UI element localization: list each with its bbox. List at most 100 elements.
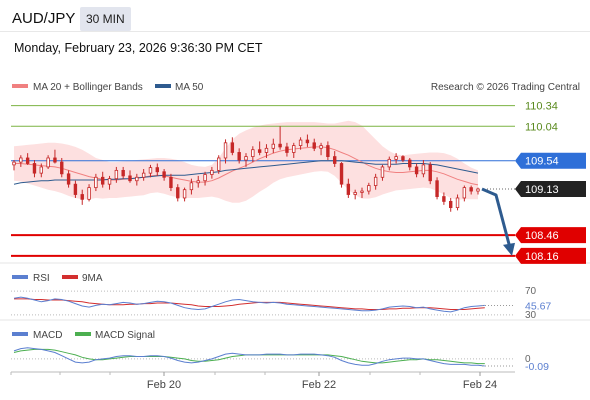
candle	[12, 160, 16, 171]
candle-body	[210, 169, 214, 175]
candle	[408, 157, 412, 171]
candle	[169, 173, 173, 192]
candle	[326, 141, 330, 161]
x-tick-label: Feb 24	[463, 379, 497, 391]
price-panel: 110.34 110.04 109.54 108.46 108.16 109.13	[11, 101, 586, 264]
candle-body	[25, 157, 30, 164]
candle	[210, 166, 214, 179]
candle-body	[19, 157, 23, 163]
candle	[39, 163, 43, 178]
candle-body	[53, 157, 57, 163]
candle-body	[428, 164, 432, 182]
legend-ma20-label: MA 20 + Bollinger Bands	[33, 82, 143, 93]
candle-body	[114, 169, 119, 180]
candle-body	[455, 197, 460, 209]
macd-value-label: -0.09	[525, 361, 549, 373]
legend-macd-signal-label: MACD Signal	[95, 330, 155, 341]
candle-body	[305, 139, 310, 144]
candle	[353, 189, 357, 200]
candle-body	[189, 182, 194, 191]
candle-body	[319, 145, 323, 149]
legend-ma50-swatch	[155, 84, 171, 88]
candle	[176, 184, 180, 202]
candle-body	[217, 157, 221, 171]
candle-body	[121, 169, 125, 177]
legend-ma20-swatch	[12, 84, 28, 88]
candle-body	[223, 142, 228, 159]
candle	[73, 180, 78, 198]
x-tick-label: Feb 20	[147, 379, 181, 391]
candle	[244, 153, 248, 167]
candle-body	[244, 156, 248, 161]
candle-body	[162, 171, 166, 178]
candle-body	[182, 189, 187, 199]
candle-body	[39, 166, 43, 174]
copyright-label: Research © 2026 Trading Central	[431, 82, 580, 93]
candle	[401, 155, 405, 163]
candle	[421, 160, 426, 178]
candle-body	[353, 192, 357, 195]
candle-body	[73, 183, 78, 195]
candle	[449, 197, 453, 212]
candle	[264, 144, 269, 158]
candle	[121, 166, 125, 179]
resistance-label-1: 110.34	[525, 101, 558, 113]
candle-body	[66, 173, 71, 185]
rsi-value-label: 45.67	[525, 301, 551, 313]
candle-body	[12, 161, 16, 166]
support-label-2: 108.16	[525, 251, 559, 263]
candle	[87, 184, 91, 202]
candle	[251, 146, 255, 163]
legend-rsi-label: RSI	[33, 273, 50, 284]
candle	[469, 185, 473, 195]
candle-body	[176, 187, 180, 199]
candle	[257, 141, 262, 156]
candle-body	[107, 178, 112, 185]
candle	[271, 138, 275, 154]
candle	[442, 192, 446, 205]
candle	[46, 155, 50, 170]
macd-line	[13, 347, 485, 367]
candle	[189, 178, 194, 195]
candle	[94, 173, 98, 192]
last-price-tag	[515, 180, 586, 197]
legend-macd-signal-swatch	[75, 332, 91, 336]
candle-body	[449, 201, 453, 209]
rsi-line	[13, 296, 485, 313]
candle	[346, 178, 351, 198]
candle	[128, 170, 132, 183]
candle	[135, 173, 139, 186]
candle-body	[360, 190, 364, 193]
candle	[223, 139, 228, 164]
candle-body	[421, 164, 426, 175]
candle-body	[257, 149, 262, 153]
candle	[333, 151, 337, 167]
support-tag-1	[515, 227, 586, 244]
candle	[428, 162, 432, 185]
candle	[101, 171, 105, 188]
symbol-title: AUD/JPY	[12, 10, 76, 27]
candle	[387, 156, 391, 171]
candle	[182, 187, 187, 202]
rsi-level-label-30: 30	[525, 310, 537, 321]
x-axis: Feb 20 Feb 22 Feb 24	[10, 372, 497, 391]
candle-body	[87, 187, 91, 200]
resistance-label-2: 110.04	[525, 121, 558, 133]
candle	[339, 162, 344, 188]
candle-body	[380, 166, 385, 178]
candle-body	[237, 152, 241, 161]
macd-signal-line	[13, 348, 485, 365]
candle-body	[169, 176, 173, 189]
candle	[19, 155, 23, 167]
pivot-label: 109.54	[525, 156, 559, 168]
candle	[230, 137, 235, 156]
rsi-ma-line	[14, 298, 485, 310]
candle	[60, 157, 64, 178]
candle-body	[128, 175, 132, 182]
timeframe-badge[interactable]: 30 MIN	[80, 7, 131, 31]
candle	[298, 137, 303, 150]
candle	[53, 149, 57, 164]
candle	[373, 173, 378, 190]
candle-body	[155, 167, 159, 173]
candle	[292, 142, 296, 158]
